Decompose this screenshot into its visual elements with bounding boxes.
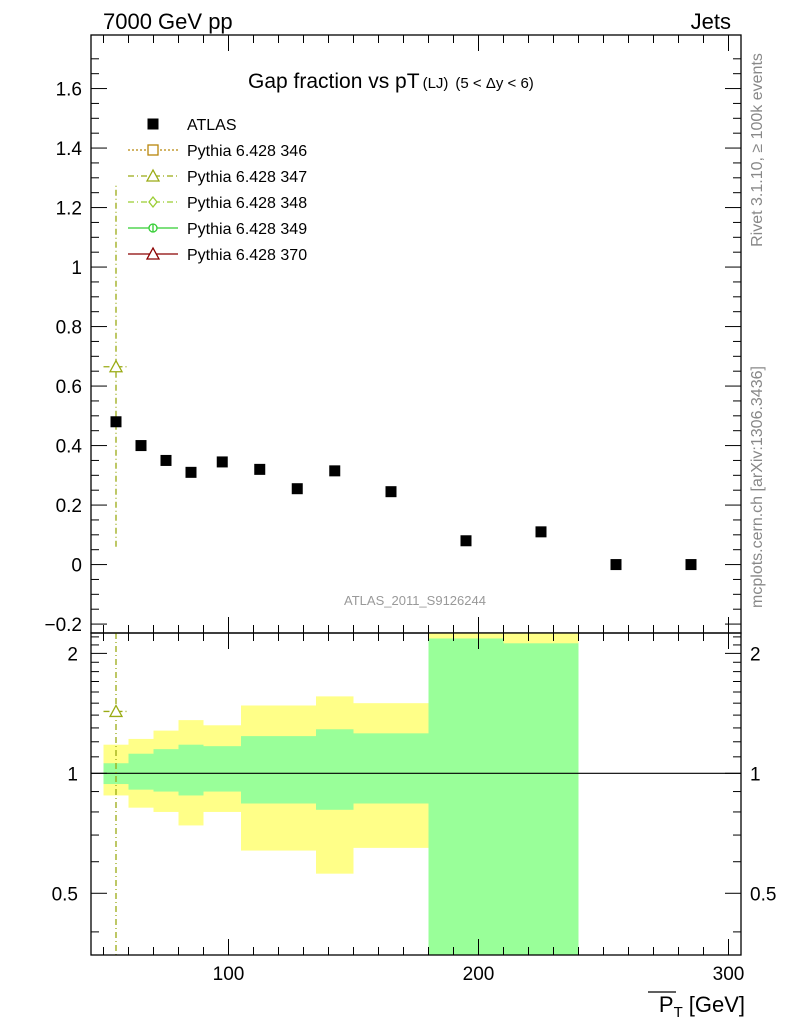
y-tick-label: 1.4 [56,139,83,160]
green-band-bin [278,736,316,804]
green-band-bin [128,753,154,790]
atlas-data-point [254,463,266,475]
y-tick-label: −0.2 [44,615,82,636]
legend-label: ATLAS [187,117,237,134]
header-right-text: Jets [691,9,731,34]
green-band-bin [153,749,179,792]
y-tick-label: 0.4 [56,437,83,458]
legend-label: Pythia 6.428 346 [187,143,307,160]
atlas-data-point [460,535,472,547]
legend-marker [147,118,159,130]
chart-title: Gap fraction vs pT (LJ) (5 < Δy < 6) [248,70,534,93]
y-tick-label: 0.8 [56,318,82,339]
x-tick-label: 100 [213,964,245,985]
legend-label: Pythia 6.428 347 [187,169,307,186]
header-left-text: 7000 GeV pp [103,9,233,34]
ratio-y-tick-label-right: 2 [750,644,761,665]
atlas-data-point [135,440,147,452]
legend-marker [148,195,158,209]
legend-label: Pythia 6.428 370 [187,247,307,264]
atlas-data-point [185,466,197,478]
ratio-plot-frame [90,632,742,956]
rivet-label: Rivet 3.1.10, ≥ 100k events [749,53,766,247]
analysis-label: ATLAS_2011_S9126244 [344,593,486,608]
green-band-bin [503,643,579,955]
x-axis-label: PT [GeV] [659,992,745,1021]
chart-title-condition: (5 < Δy < 6) [455,75,533,92]
atlas-data-point [610,559,622,571]
green-band-bin [316,729,354,810]
x-axis-label-unit: [GeV] [689,992,745,1017]
green-band-bin [353,733,429,804]
green-band-bin [178,744,204,796]
x-axis-label-subscript: T [674,1004,683,1021]
x-axis-label-main: P [659,992,674,1017]
legend-label: Pythia 6.428 348 [187,195,307,212]
ratio-panel: 0.5 0.5 1 1 2 2 100 200 300 PT [GeV] [52,632,776,1021]
chart-title-sub: (LJ) [423,75,449,92]
atlas-data-point [216,456,228,468]
y-tick-label: 1 [71,258,82,279]
atlas-data-point [385,486,397,498]
atlas-data-point [110,416,122,428]
green-band-bin [428,638,504,955]
legend-marker [147,144,159,156]
atlas-data-point [160,454,172,466]
atlas-data-point [291,483,303,495]
y-tick-label: 1.6 [56,80,82,101]
mcplots-label: mcplots.cern.ch [arXiv:1306.3436] [749,366,766,608]
y-tick-label: 1.2 [56,199,82,220]
ratio-y-tick-label: 0.5 [52,884,78,905]
atlas-data-point [535,526,547,538]
green-band-bin [241,736,279,804]
legend-label: Pythia 6.428 349 [187,221,307,238]
legend-marker [145,168,161,182]
main-panel: Gap fraction vs pT (LJ) (5 < Δy < 6) ATLAS_… [44,34,742,636]
y-tick-label: 0.2 [56,496,82,517]
x-tick-label: 300 [713,964,745,985]
ratio-y-tick-label: 2 [67,644,78,665]
legend-marker [145,246,161,260]
atlas-data-point [685,559,697,571]
y-tick-label: 0 [71,556,82,577]
pythia-347-point [108,359,124,373]
atlas-data-point [329,465,341,477]
ratio-y-tick-label: 1 [67,764,78,785]
x-tick-label: 200 [463,964,495,985]
green-band-bin [203,746,241,792]
ratio-y-tick-label-right: 0.5 [750,884,776,905]
chart-title-main: Gap fraction vs pT [248,70,420,93]
ratio-pythia-347-point [108,704,124,718]
y-tick-label: 0.6 [56,377,82,398]
ratio-y-tick-label-right: 1 [750,764,761,785]
